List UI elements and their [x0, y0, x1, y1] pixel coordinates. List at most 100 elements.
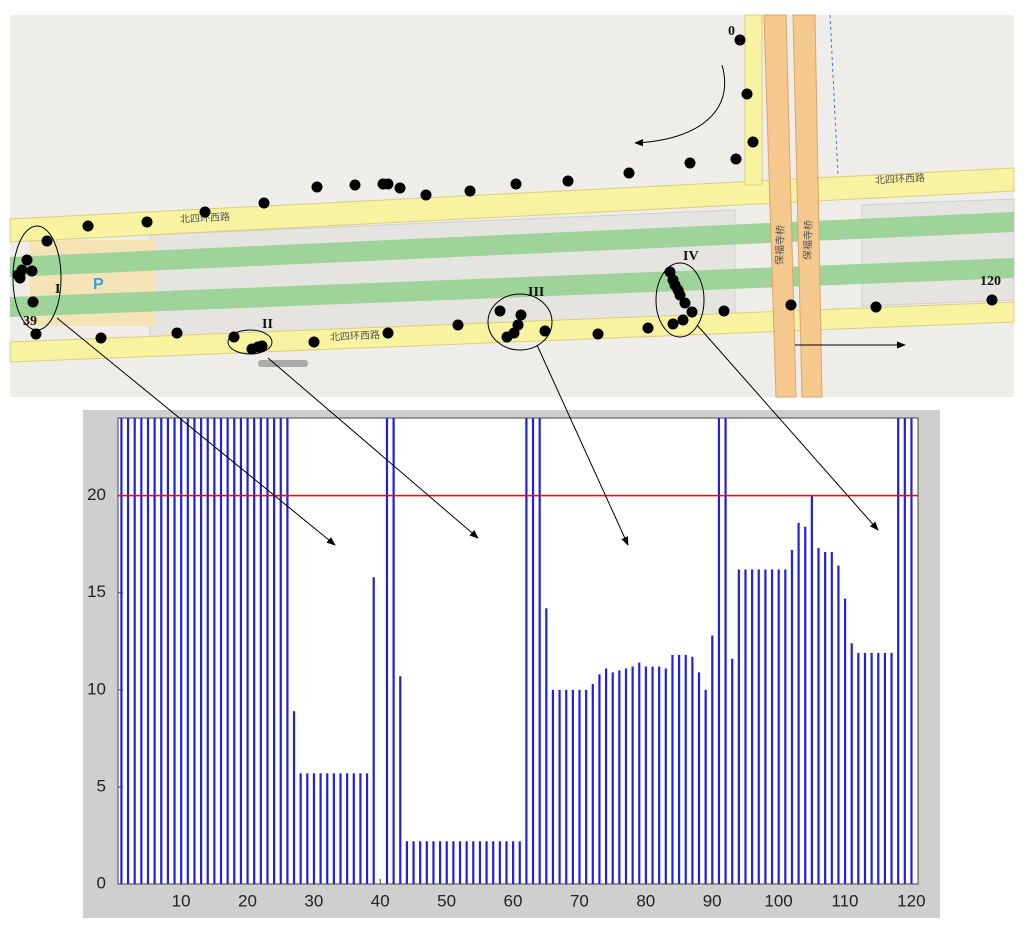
chart: 0 5 10 15 20 10 20 30 40 50 60 70 80 90 100 110 120 [87, 418, 926, 910]
bar [286, 418, 289, 884]
gps-point [394, 182, 406, 194]
gps-point [349, 179, 361, 191]
bar [737, 569, 740, 884]
bar [664, 668, 667, 884]
bar [870, 652, 873, 884]
gps-point [870, 301, 882, 313]
gps-point [14, 272, 26, 284]
gps-point [730, 153, 742, 165]
bar [598, 674, 601, 884]
bar [292, 711, 296, 884]
point-label: 120 [980, 274, 1001, 289]
bar [326, 773, 329, 884]
bar [498, 841, 501, 884]
gps-point [256, 340, 268, 352]
bar [226, 418, 229, 884]
gps-point [30, 328, 42, 340]
bar [784, 569, 787, 884]
x-tick-label: 70 [570, 891, 589, 910]
bar [319, 773, 322, 884]
path [829, 14, 839, 176]
bar [492, 841, 495, 884]
bar [618, 670, 621, 884]
gps-point [21, 254, 33, 266]
x-tick-label: 30 [304, 891, 323, 910]
bar [432, 841, 435, 884]
bar [332, 773, 335, 884]
bar [153, 418, 156, 884]
connector-arrow [696, 324, 879, 531]
bar [684, 654, 687, 884]
y-tick-label: 0 [97, 873, 106, 892]
bar [239, 418, 243, 884]
bar [804, 526, 807, 884]
x-tick-label: 110 [831, 891, 858, 910]
bar [810, 495, 813, 884]
cluster-label: I [55, 282, 60, 297]
gps-point [199, 206, 211, 218]
gps-point [718, 305, 730, 317]
bar [146, 418, 150, 884]
bar [306, 773, 309, 884]
bar [273, 418, 276, 884]
bar [677, 654, 681, 884]
gps-point [642, 322, 654, 334]
gps-point [141, 216, 153, 228]
bar [731, 658, 734, 884]
bar [910, 418, 913, 884]
bar [757, 569, 760, 884]
gps-point [592, 328, 604, 340]
y-tick-label: 20 [87, 485, 106, 504]
bar [438, 841, 442, 884]
bar [458, 841, 462, 884]
road-label: 保福寺桥 [773, 225, 787, 265]
bar [180, 418, 183, 884]
bar [837, 565, 840, 884]
bar [525, 418, 528, 884]
gps-point [41, 235, 53, 247]
bar [744, 569, 747, 884]
connectors [56, 317, 879, 546]
bar [538, 418, 541, 884]
gps-point [171, 327, 183, 339]
bar [551, 689, 555, 884]
bar [651, 666, 654, 884]
x-tick-label: 10 [172, 891, 191, 910]
gps-point [464, 185, 476, 197]
bars [120, 418, 913, 884]
bar [624, 668, 628, 884]
bar [777, 569, 780, 884]
gps-point [452, 319, 464, 331]
y-tick-label: 10 [87, 679, 106, 698]
bar [385, 418, 389, 884]
bar [631, 666, 634, 884]
bar [751, 569, 754, 884]
bar [850, 643, 853, 884]
x-tick-label: 100 [764, 891, 792, 910]
bar [166, 418, 169, 884]
bar [604, 668, 608, 884]
bar [392, 418, 395, 884]
bar [425, 841, 428, 884]
bar [512, 841, 515, 884]
gps-point [623, 167, 635, 179]
bar [790, 550, 794, 884]
gps-point [674, 289, 686, 301]
gps-point [420, 189, 432, 201]
bar [797, 522, 800, 884]
bar [133, 418, 136, 884]
gps-point [510, 178, 522, 190]
bar [545, 608, 548, 884]
bar [883, 652, 887, 884]
bar [591, 684, 594, 884]
cluster-label: III [528, 285, 544, 300]
gps-point [26, 265, 38, 277]
gps-point [785, 299, 797, 311]
bar [279, 418, 282, 884]
gps-point [501, 331, 513, 343]
bar [199, 418, 203, 884]
bar [140, 418, 143, 884]
bar [764, 569, 767, 884]
gps-points [12, 34, 998, 355]
bar [485, 841, 488, 884]
